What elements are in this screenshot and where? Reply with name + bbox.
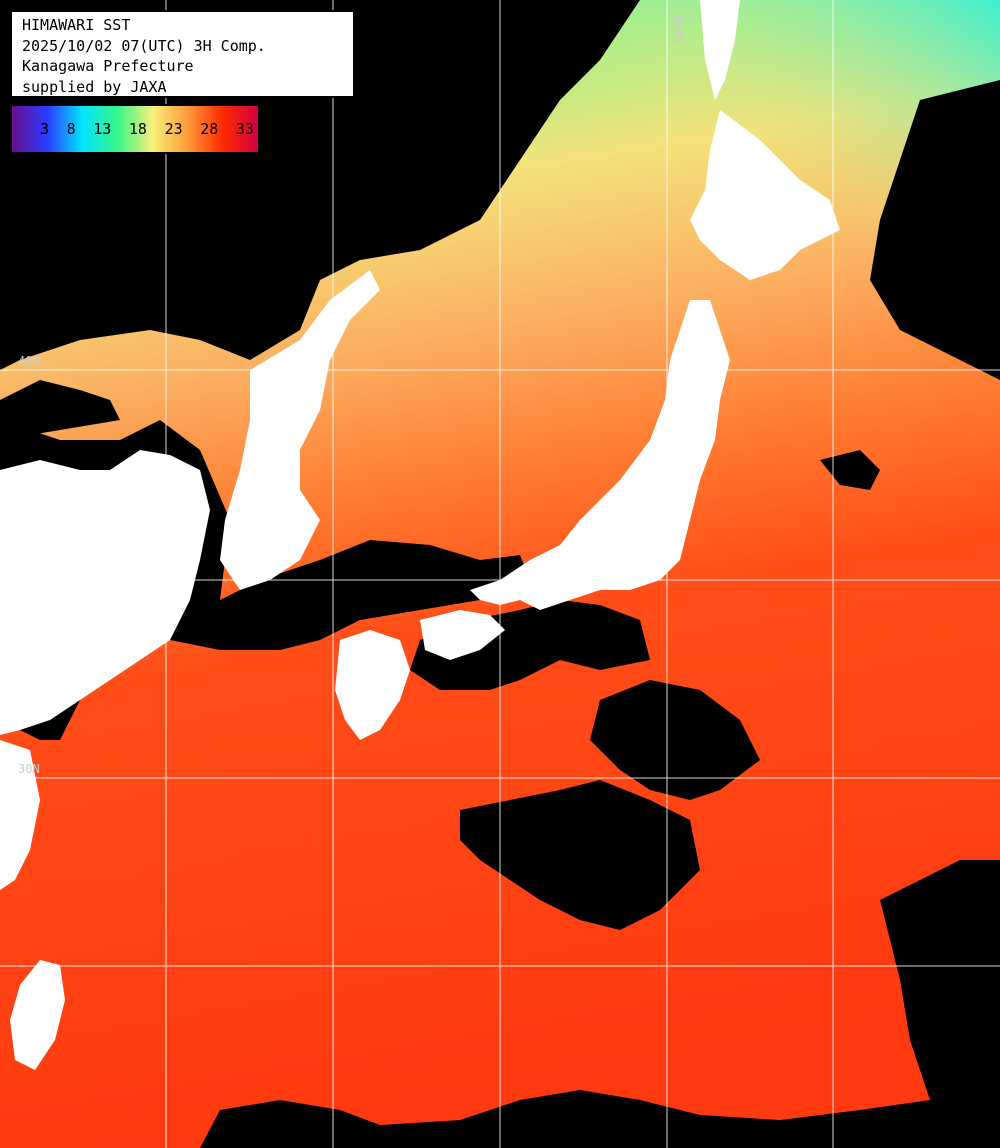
color-legend-tick: 28 (200, 120, 219, 138)
color-legend-tick: 13 (93, 120, 112, 138)
map-credit: supplied by JAXA (22, 77, 167, 96)
color-legend-tick: 3 (40, 120, 50, 138)
color-legend-tick: 8 (66, 120, 76, 138)
color-legend: 3 8 13 18 23 28 33 (10, 104, 260, 154)
color-legend-tick: 18 (128, 120, 147, 138)
lat-label-30n: 30N (18, 762, 40, 776)
lon-label-140e: 140E (672, 15, 686, 44)
map-title: HIMAWARI SST (22, 16, 131, 34)
map-region: Kanagawa Prefecture (22, 57, 194, 75)
color-legend-tick: 23 (164, 120, 183, 138)
color-legend-ticks: 3 8 13 18 23 28 33 (12, 106, 258, 152)
color-legend-tick: 33 (235, 120, 254, 138)
lat-label-40n: 40N (18, 354, 40, 368)
info-box: HIMAWARI SST 2025/10/02 07(UTC) 3H Comp.… (10, 10, 355, 98)
map-datetime: 2025/10/02 07(UTC) 3H Comp. (22, 36, 266, 55)
